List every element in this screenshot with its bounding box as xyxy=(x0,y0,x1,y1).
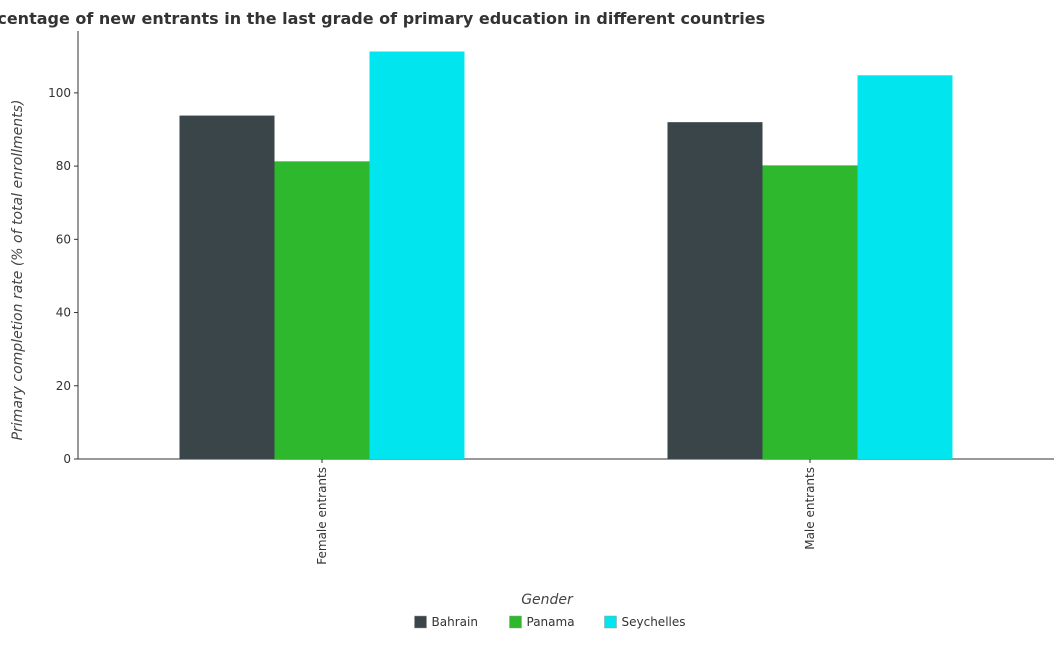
legend-swatch-seychelles xyxy=(604,615,617,629)
chart-title: Percentage of new entrants in the last g… xyxy=(0,9,765,28)
x-tick-label: Male entrants xyxy=(803,467,817,550)
y-tick-label: 0 xyxy=(63,452,71,466)
y-axis-label: Primary completion rate (% of total enro… xyxy=(10,100,26,441)
bar-panama-female xyxy=(274,161,370,460)
y-tick-label: 100 xyxy=(48,86,71,100)
x-axis-label: Gender xyxy=(521,592,574,608)
bar-seychelles-male xyxy=(857,75,953,459)
x-tick-label: Female entrants xyxy=(315,467,329,565)
bar-bahrain-female xyxy=(179,115,275,459)
plot-area: 0 20 40 60 80 100 Female entrants Male entrants xyxy=(48,31,1054,565)
legend-swatch-bahrain xyxy=(414,615,427,629)
legend-label-seychelles: Seychelles xyxy=(622,615,686,629)
legend-label-bahrain: Bahrain xyxy=(432,615,478,629)
y-tick-label: 40 xyxy=(56,306,71,320)
y-tick-label: 80 xyxy=(56,159,71,173)
bar-panama-male xyxy=(762,165,858,459)
bar-seychelles-female xyxy=(369,51,465,460)
legend-swatch-panama xyxy=(509,615,522,629)
bar-bahrain-male xyxy=(667,122,763,459)
legend: Bahrain Panama Seychelles xyxy=(414,615,686,629)
y-tick-label: 20 xyxy=(56,379,71,393)
legend-label-panama: Panama xyxy=(527,615,575,629)
y-tick-label: 60 xyxy=(56,232,71,246)
